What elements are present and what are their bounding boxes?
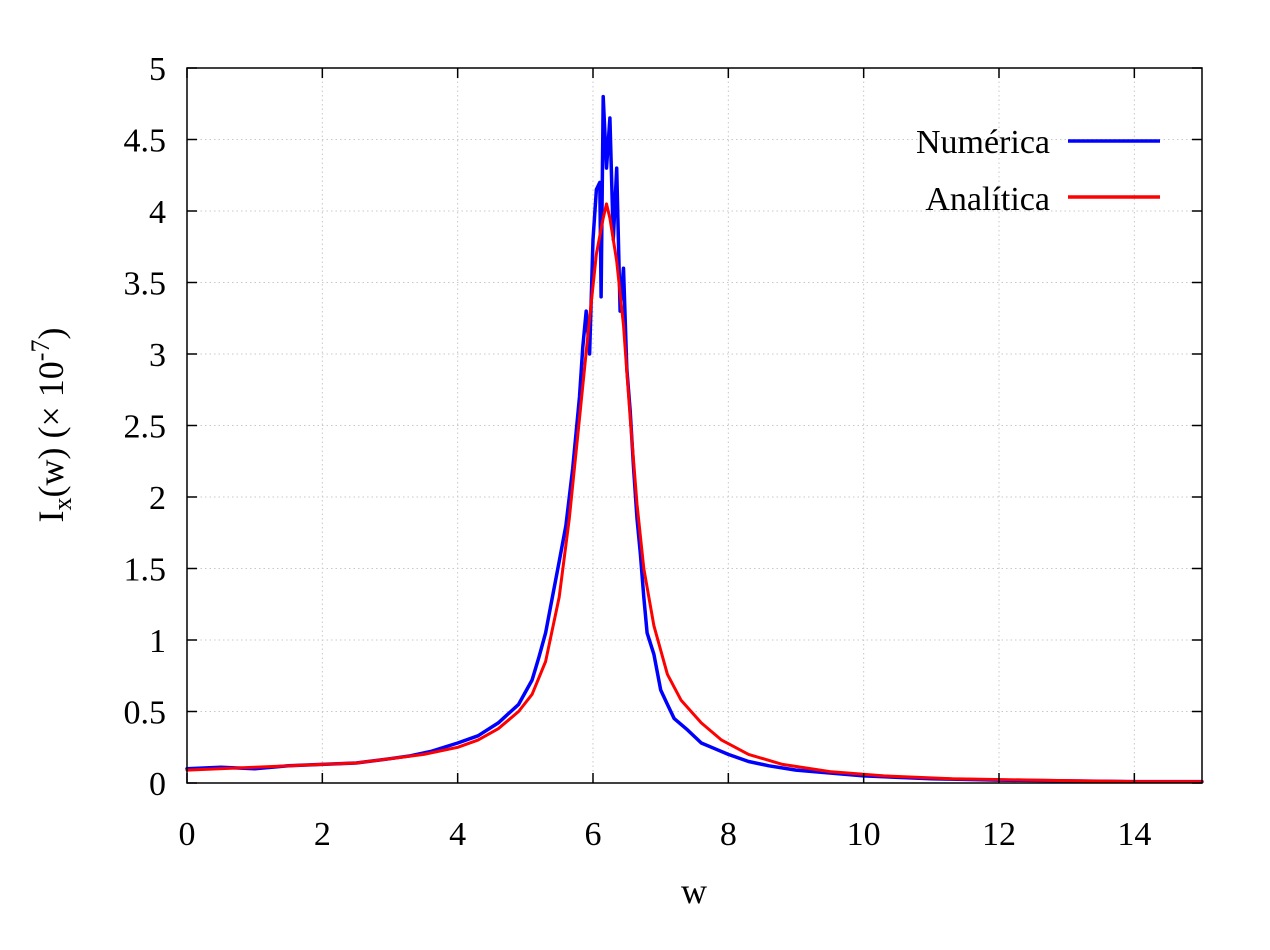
y-axis-title-mid: (w) (× 10 — [31, 361, 71, 497]
x-tick-label: 2 — [314, 816, 331, 853]
x-tick-label: 0 — [179, 816, 196, 853]
y-axis-title-end: ) — [31, 328, 71, 340]
grid — [187, 68, 1202, 783]
x-axis-title: w — [681, 871, 707, 911]
y-tick-label: 1 — [149, 623, 166, 660]
y-tick-label: 1.5 — [124, 552, 167, 589]
y-tick-labels: 0 0.5 1 1.5 2 2.5 3 3.5 4 4.5 5 — [124, 51, 167, 803]
y-tick-label: 0.5 — [124, 695, 167, 732]
y-axis-title-base: I — [31, 510, 71, 522]
series-line-analitica — [185, 202, 1204, 784]
legend-label-analitica: Analítica — [925, 181, 1050, 218]
x-tick-label: 8 — [720, 816, 737, 853]
x-tick-label: 6 — [585, 816, 602, 853]
y-tick-label: 2.5 — [124, 409, 167, 446]
x-tick-label: 12 — [982, 816, 1016, 853]
y-tick-label: 0 — [149, 766, 166, 803]
legend: Numérica Analítica — [916, 124, 1160, 218]
plot-series — [185, 94, 1204, 784]
y-tick-label: 2 — [149, 480, 166, 517]
y-axis-title-sup: -7 — [26, 340, 55, 362]
y-axis-title: Ix(w) (× 10-7) — [26, 328, 77, 523]
ticks — [186, 67, 1202, 784]
series-line-numerica — [185, 94, 1204, 784]
legend-label-numerica: Numérica — [916, 124, 1050, 161]
y-tick-label: 5 — [149, 51, 166, 88]
y-tick-label: 4 — [149, 194, 166, 231]
y-tick-label: 3 — [149, 337, 166, 374]
y-tick-label: 4.5 — [124, 123, 167, 160]
x-tick-label: 10 — [847, 816, 881, 853]
plot-frame — [186, 67, 1203, 784]
x-tick-label: 14 — [1117, 816, 1151, 853]
y-tick-label: 3.5 — [124, 266, 167, 303]
y-axis-title-sub: x — [48, 497, 77, 510]
x-tick-labels: 0 2 4 6 8 10 12 14 — [179, 816, 1152, 853]
x-tick-label: 4 — [449, 816, 466, 853]
